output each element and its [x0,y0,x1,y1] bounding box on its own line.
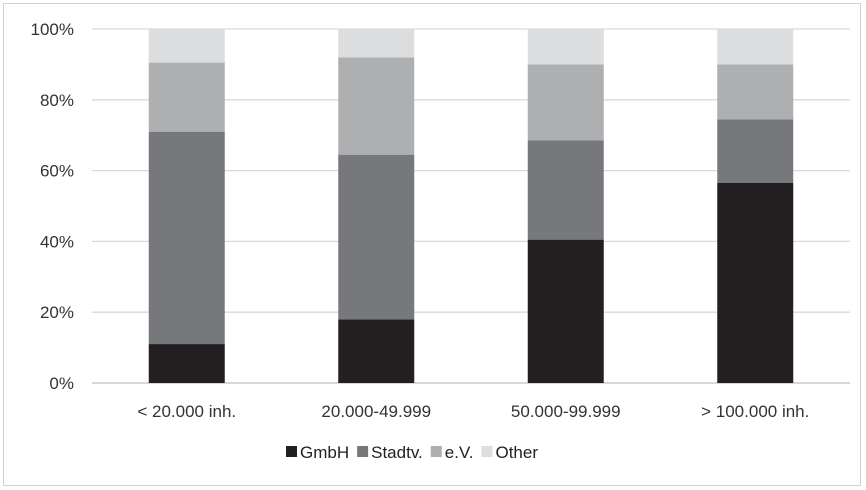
bar-segment-stadtv [717,119,794,183]
bar-segment-stadtv [527,140,604,240]
legend-label: Other [495,443,538,462]
bar-segment-e-v [527,64,604,141]
bar-segment-gmbh [527,239,604,383]
y-tick-label: 60% [40,162,74,181]
bar-segment-stadtv [338,154,415,320]
legend: GmbH Stadtv. e.V. Other [286,443,538,462]
bar-segment-other [338,29,415,58]
y-tick-label: 100% [31,20,74,39]
bar-segment-other [148,29,225,63]
x-tick-label: < 20.000 inh. [137,402,236,421]
bar-segment-gmbh [717,182,794,383]
legend-item: Other [481,443,538,462]
bar-segment-stadtv [148,131,225,345]
bar-segment-other [527,29,604,65]
bar-segment-e-v [717,64,794,120]
y-tick-label: 20% [40,303,74,322]
y-tick-label: 0% [49,374,74,393]
legend-item: GmbH [286,443,349,462]
legend-label: e.V. [445,443,474,462]
legend-item: e.V. [430,443,474,462]
bar-segment-gmbh [338,319,415,383]
bar-segment-other [717,29,794,65]
legend-label: GmbH [300,443,349,462]
legend-swatch [357,446,369,457]
bar-segment-e-v [338,57,415,155]
bar-segment-e-v [148,62,225,132]
y-axis-tick-labels: 0% 20% 40% 60% 80% 100% [31,20,74,393]
legend-label: Stadtv. [371,443,423,462]
y-tick-label: 80% [40,91,74,110]
bar-segment-gmbh [148,344,225,383]
x-tick-label: 50.000-99.999 [511,402,621,421]
legend-swatch [286,446,297,457]
legend-item: Stadtv. [357,443,423,462]
legend-swatch [430,446,442,457]
x-tick-label: 20.000-49.999 [321,402,431,421]
bars [148,29,794,383]
legend-swatch [481,446,493,457]
x-axis-tick-labels: < 20.000 inh. 20.000-49.999 50.000-99.999 >… [137,402,809,421]
x-tick-label: > 100.000 inh. [701,402,809,421]
y-tick-label: 40% [40,232,74,251]
